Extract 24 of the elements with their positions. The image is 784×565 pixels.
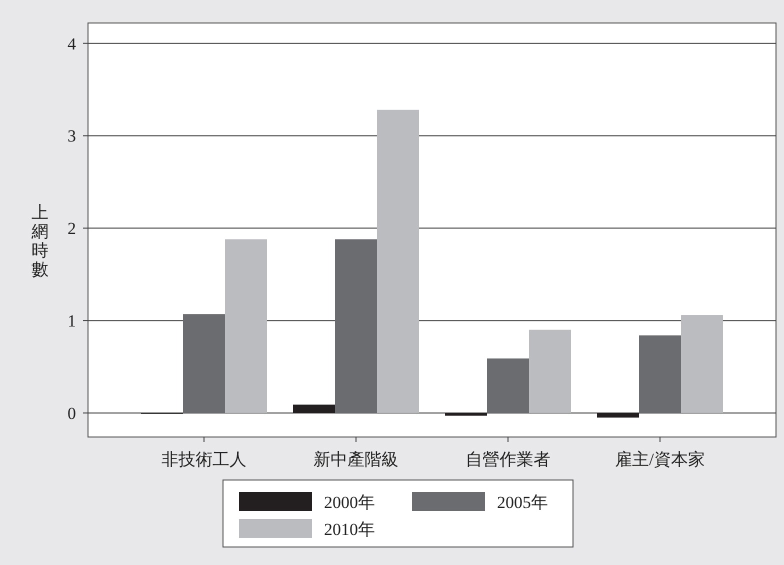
y-tick-label: 0 [68,404,76,423]
bar [681,315,723,413]
bar [377,110,419,413]
y-tick-label: 4 [68,34,76,54]
x-tick-label: 新中產階級 [314,450,398,469]
x-tick-label: 雇主/資本家 [615,450,705,469]
legend-label: 2005年 [497,493,548,512]
y-tick-label: 2 [68,219,76,238]
bar [487,358,529,413]
bar [225,239,267,413]
y-axis-title: 上網時數 [30,203,48,279]
bar [445,412,487,416]
bar [639,335,681,413]
legend-label: 2010年 [324,520,375,539]
x-tick-label: 非技術工人 [162,450,246,469]
x-tick-label: 自營作業者 [466,450,550,469]
bar [529,330,571,413]
bar [183,314,225,413]
bar [597,412,639,418]
y-tick-label: 1 [68,312,76,331]
legend-label: 2000年 [324,493,375,512]
y-tick-label: 3 [68,126,76,146]
bar [293,404,335,413]
bar [335,239,377,413]
